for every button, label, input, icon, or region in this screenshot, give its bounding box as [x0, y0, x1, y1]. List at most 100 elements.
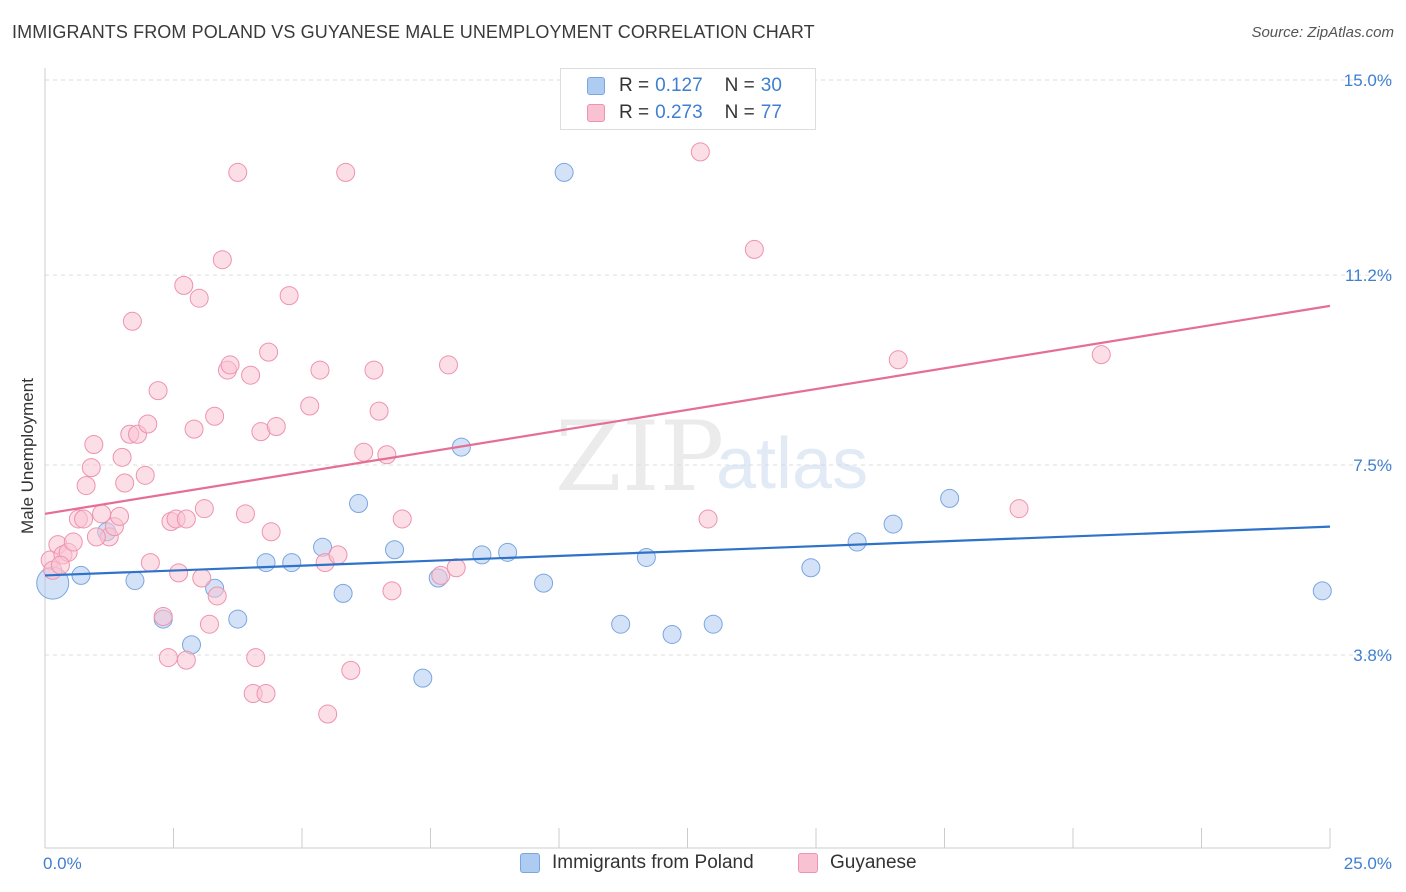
- guyanese-point: [328, 545, 348, 565]
- guyanese-point: [354, 442, 374, 462]
- legend-n-value: 30: [760, 75, 782, 96]
- legend-item-guyanese: Guyanese: [798, 852, 917, 874]
- guyanese-point: [74, 509, 94, 529]
- poland-point: [125, 571, 145, 591]
- legend-n-value: 77: [760, 102, 782, 123]
- guyanese-point: [212, 250, 232, 270]
- guyanese-point: [199, 614, 219, 634]
- guyanese-point: [438, 355, 458, 375]
- poland-point: [554, 162, 574, 182]
- poland-point: [611, 614, 631, 634]
- poland-point: [703, 614, 723, 634]
- guyanese-point: [259, 342, 279, 362]
- guyanese-point: [110, 506, 130, 526]
- guyanese-point: [261, 522, 281, 542]
- correlation-legend: R = 0.127 N = 30 R = 0.273 N = 77: [560, 68, 816, 130]
- guyanese-point: [431, 565, 451, 585]
- legend-label-guyanese: Guyanese: [830, 852, 917, 873]
- guyanese-point: [318, 704, 338, 724]
- guyanese-trend-line: [44, 304, 1331, 515]
- legend-row-poland: R = 0.127 N = 30: [587, 73, 782, 99]
- guyanese-point: [279, 286, 299, 306]
- guyanese-point: [235, 504, 255, 524]
- guyanese-point: [698, 509, 718, 529]
- poland-point: [71, 565, 91, 585]
- axes: [44, 68, 1331, 849]
- guyanese-point: [266, 417, 286, 437]
- guyanese-point: [205, 406, 225, 426]
- guyanese-point: [1091, 345, 1111, 365]
- y-tick-label: 15.0%: [1344, 71, 1392, 90]
- x-tick-label: 0.0%: [43, 854, 82, 873]
- trend-lines: [44, 304, 1331, 577]
- guyanese-point: [192, 568, 212, 588]
- poland-point: [256, 553, 276, 573]
- guyanese-point: [84, 435, 104, 455]
- legend-r-value: 0.273: [655, 102, 703, 123]
- poland-point: [534, 573, 554, 593]
- guyanese-point: [176, 509, 196, 529]
- source-label: Source: ZipAtlas.com: [1251, 24, 1394, 41]
- guyanese-point: [446, 558, 466, 578]
- guyanese-point: [256, 684, 276, 704]
- guyanese-point: [81, 458, 101, 478]
- legend-r-label: R =: [619, 75, 650, 96]
- legend-swatch-guyanese: [798, 853, 818, 873]
- guyanese-point: [189, 288, 209, 308]
- guyanese-point: [246, 648, 266, 668]
- guyanese-point: [158, 648, 178, 668]
- chart-title: IMMIGRANTS FROM POLAND VS GUYANESE MALE …: [12, 22, 815, 42]
- y-tick-label: 7.5%: [1353, 456, 1392, 475]
- y-axis-label: Male Unemployment: [18, 378, 37, 534]
- legend-n-label: N =: [724, 102, 755, 123]
- guyanese-point: [392, 509, 412, 529]
- guyanese-point: [377, 445, 397, 465]
- guyanese-point: [140, 553, 160, 573]
- zipatlas-watermark: ZIP atlas: [555, 401, 868, 513]
- watermark-zip: ZIP: [555, 401, 724, 513]
- guyanese-point: [341, 660, 361, 680]
- guyanese-point: [86, 527, 106, 547]
- poland-trend-line: [44, 525, 1331, 577]
- guyanese-point: [148, 381, 168, 401]
- poland-point: [940, 488, 960, 508]
- guyanese-point: [63, 532, 83, 552]
- poland-point: [662, 624, 682, 644]
- legend-item-poland: Immigrants from Poland: [520, 852, 754, 874]
- legend-r-value: 0.127: [655, 75, 703, 96]
- guyanese-point: [744, 239, 764, 259]
- poland-point: [385, 540, 405, 560]
- guyanese-point: [153, 606, 173, 626]
- guyanese-point: [176, 650, 196, 670]
- legend-swatch-guyanese: [587, 104, 605, 122]
- guyanese-point: [122, 311, 142, 331]
- guyanese-point: [207, 586, 227, 606]
- guyanese-point: [228, 162, 248, 182]
- poland-point: [413, 668, 433, 688]
- guyanese-point: [174, 275, 194, 295]
- guyanese-point: [1009, 499, 1029, 519]
- poland-point: [801, 558, 821, 578]
- legend-swatch-poland: [520, 853, 540, 873]
- poland-point: [349, 494, 369, 514]
- y-tick-label: 3.8%: [1353, 646, 1392, 665]
- guyanese-point: [336, 162, 356, 182]
- legend-swatch-poland: [587, 77, 605, 95]
- poland-point: [282, 553, 302, 573]
- poland-point: [228, 609, 248, 629]
- poland-point: [847, 532, 867, 552]
- guyanese-point: [382, 581, 402, 601]
- guyanese-point: [50, 555, 70, 575]
- legend-row-guyanese: R = 0.273 N = 77: [587, 100, 782, 126]
- poland-point: [333, 583, 353, 603]
- guyanese-point: [364, 360, 384, 380]
- guyanese-point: [241, 365, 261, 385]
- tick-labels: 3.8% 7.5% 11.2% 15.0% 0.0% 25.0%: [43, 71, 1392, 873]
- guyanese-point: [184, 419, 204, 439]
- poland-point: [883, 514, 903, 534]
- guyanese-point: [220, 355, 240, 375]
- watermark-atlas: atlas: [716, 424, 868, 504]
- guyanese-point: [138, 414, 158, 434]
- guyanese-point: [690, 142, 710, 162]
